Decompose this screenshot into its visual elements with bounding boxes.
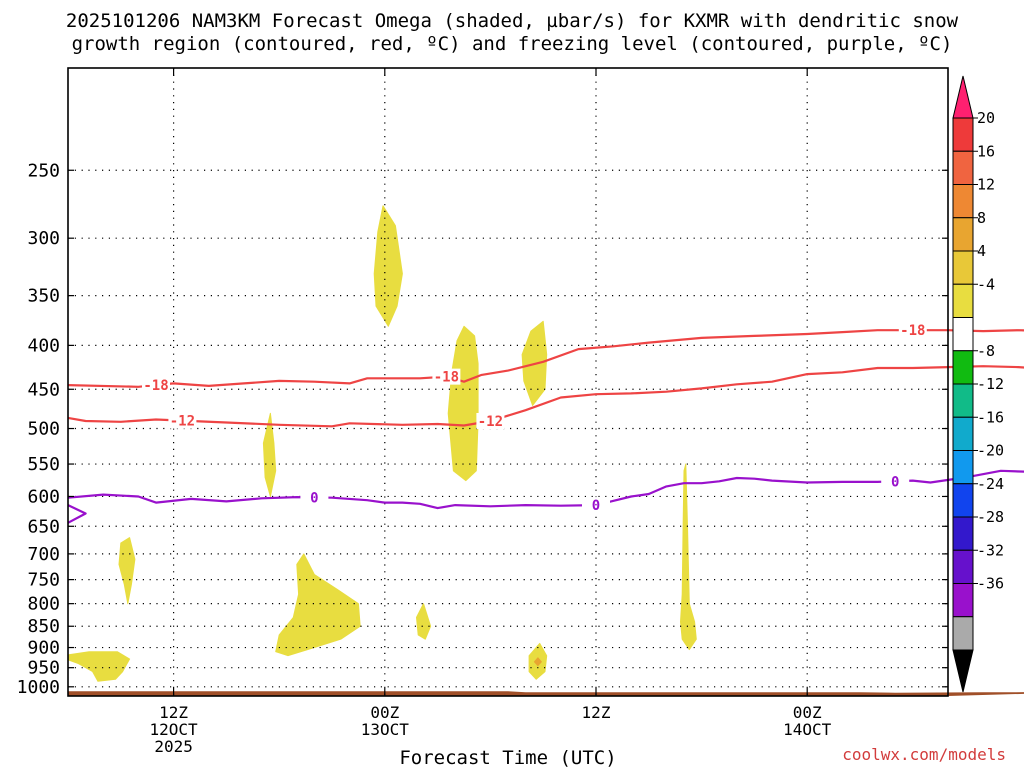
x-tick-label: 12Z xyxy=(582,703,611,722)
plot-frame xyxy=(67,67,949,697)
colorbar-label: 16 xyxy=(977,142,995,160)
y-tick-label: 300 xyxy=(27,228,60,249)
colorbar-segment xyxy=(952,616,974,651)
y-tick-label: 500 xyxy=(27,419,60,440)
omega-shaded-region xyxy=(373,205,403,327)
colorbar: 20 16 12 8 4 -4 -8 -12 -16 -20 -24 -28 -32 -36 xyxy=(952,75,1004,693)
contour-line xyxy=(67,504,87,524)
colorbar-label: 20 xyxy=(977,109,995,127)
colorbar-label: -8 xyxy=(977,342,995,360)
colorbar-segment xyxy=(952,483,974,518)
colorbar-segment xyxy=(952,450,974,485)
x-tick-label: 2025 xyxy=(154,737,193,756)
colorbar-label: -4 xyxy=(977,275,995,293)
colorbar-segment xyxy=(952,217,974,252)
omega-shaded-region xyxy=(262,412,277,497)
y-tick-label: 800 xyxy=(27,594,60,615)
colorbar-label: -20 xyxy=(977,442,1004,460)
colorbar-segment xyxy=(952,317,974,352)
colorbar-label: 4 xyxy=(977,242,986,260)
contour-label: -12 xyxy=(478,414,503,430)
colorbar-label: 12 xyxy=(977,176,995,194)
y-tick-label: 250 xyxy=(27,160,60,181)
x-tick-label: 00Z xyxy=(793,703,822,722)
colorbar-segment xyxy=(952,283,974,318)
contour-label: 0 xyxy=(891,474,899,490)
x-tick-label: 13OCT xyxy=(361,720,410,739)
colorbar-label: -28 xyxy=(977,508,1004,526)
colorbar-segment xyxy=(952,117,974,152)
y-tick-label: 450 xyxy=(27,379,60,400)
y-tick-label: 650 xyxy=(27,516,60,537)
contour-label: -18 xyxy=(900,323,925,339)
colorbar-segment xyxy=(952,250,974,285)
grid-lines xyxy=(68,68,948,696)
y-axis-ticks: 2503003504004505005506006507007508008509… xyxy=(17,160,948,698)
colorbar-label: -24 xyxy=(977,475,1004,493)
contour-label-background xyxy=(168,412,197,429)
chart-title-line-2: growth region (contoured, red, ºC) and f… xyxy=(71,33,953,55)
y-tick-label: 350 xyxy=(27,286,60,307)
omega-shaded-region xyxy=(447,325,479,482)
colorbar-label: -12 xyxy=(977,375,1004,393)
colorbar-segment xyxy=(952,184,974,219)
contour-label: 0 xyxy=(592,498,600,514)
colorbar-label: -32 xyxy=(977,541,1004,559)
colorbar-label: 8 xyxy=(977,209,986,227)
y-tick-label: 550 xyxy=(27,454,60,475)
contour-label-background xyxy=(898,322,927,339)
contour-label-background xyxy=(881,473,910,490)
colorbar-segment xyxy=(952,350,974,385)
colorbar-top-triangle xyxy=(952,75,974,119)
credit-text: coolwx.com/models xyxy=(842,745,1006,764)
x-tick-label: 12Z xyxy=(159,703,188,722)
omega-shaded-region xyxy=(67,651,131,682)
y-tick-label: 850 xyxy=(27,616,60,637)
terrain-surface xyxy=(68,691,1024,696)
contour-label: -12 xyxy=(170,414,195,430)
omega-shaded-region xyxy=(680,463,697,651)
x-tick-label: 12OCT xyxy=(150,720,199,739)
contour-label: 0 xyxy=(310,490,318,506)
colorbar-segment xyxy=(952,549,974,584)
contour-label-background xyxy=(582,497,610,514)
colorbar-segment xyxy=(952,150,974,185)
omega-shaded-regions xyxy=(67,205,697,682)
colorbar-segment xyxy=(952,416,974,451)
contour-line xyxy=(67,469,1024,510)
y-tick-label: 900 xyxy=(27,638,60,659)
contour-label-background xyxy=(142,377,170,394)
chart-title-line-1: 2025101206 NAM3KM Forecast Omega (shaded… xyxy=(65,10,959,32)
contour-label: -18 xyxy=(434,370,459,386)
contour-line xyxy=(67,365,1024,428)
contour-label-background xyxy=(432,368,461,385)
x-tick-label: 00Z xyxy=(370,703,399,722)
colorbar-segment xyxy=(952,516,974,551)
y-tick-label: 400 xyxy=(27,335,60,356)
x-tick-label: 14OCT xyxy=(783,720,832,739)
omega-shaded-region xyxy=(533,657,542,667)
contour-lines: -18 -18 -18 -12 -12 0 0 0 xyxy=(67,322,1024,524)
y-tick-label: 600 xyxy=(27,486,60,507)
colorbar-label: -16 xyxy=(977,408,1004,426)
y-tick-label: 950 xyxy=(27,658,60,679)
omega-shaded-region xyxy=(275,553,361,657)
y-tick-label: 700 xyxy=(27,544,60,565)
x-axis-label: Forecast Time (UTC) xyxy=(399,747,616,768)
colorbar-segment xyxy=(952,583,974,618)
y-tick-label: 750 xyxy=(27,570,60,591)
contour-label-background xyxy=(476,413,505,430)
colorbar-bottom-triangle xyxy=(952,649,974,693)
contour-label: -18 xyxy=(143,378,168,394)
terrain-fill xyxy=(68,691,1024,696)
y-tick-label: 1000 xyxy=(17,677,60,698)
colorbar-segment xyxy=(952,383,974,418)
contour-label-background xyxy=(300,489,329,506)
colorbar-label: -36 xyxy=(977,575,1004,593)
omega-shaded-region xyxy=(118,537,136,605)
omega-shaded-region xyxy=(416,603,432,640)
